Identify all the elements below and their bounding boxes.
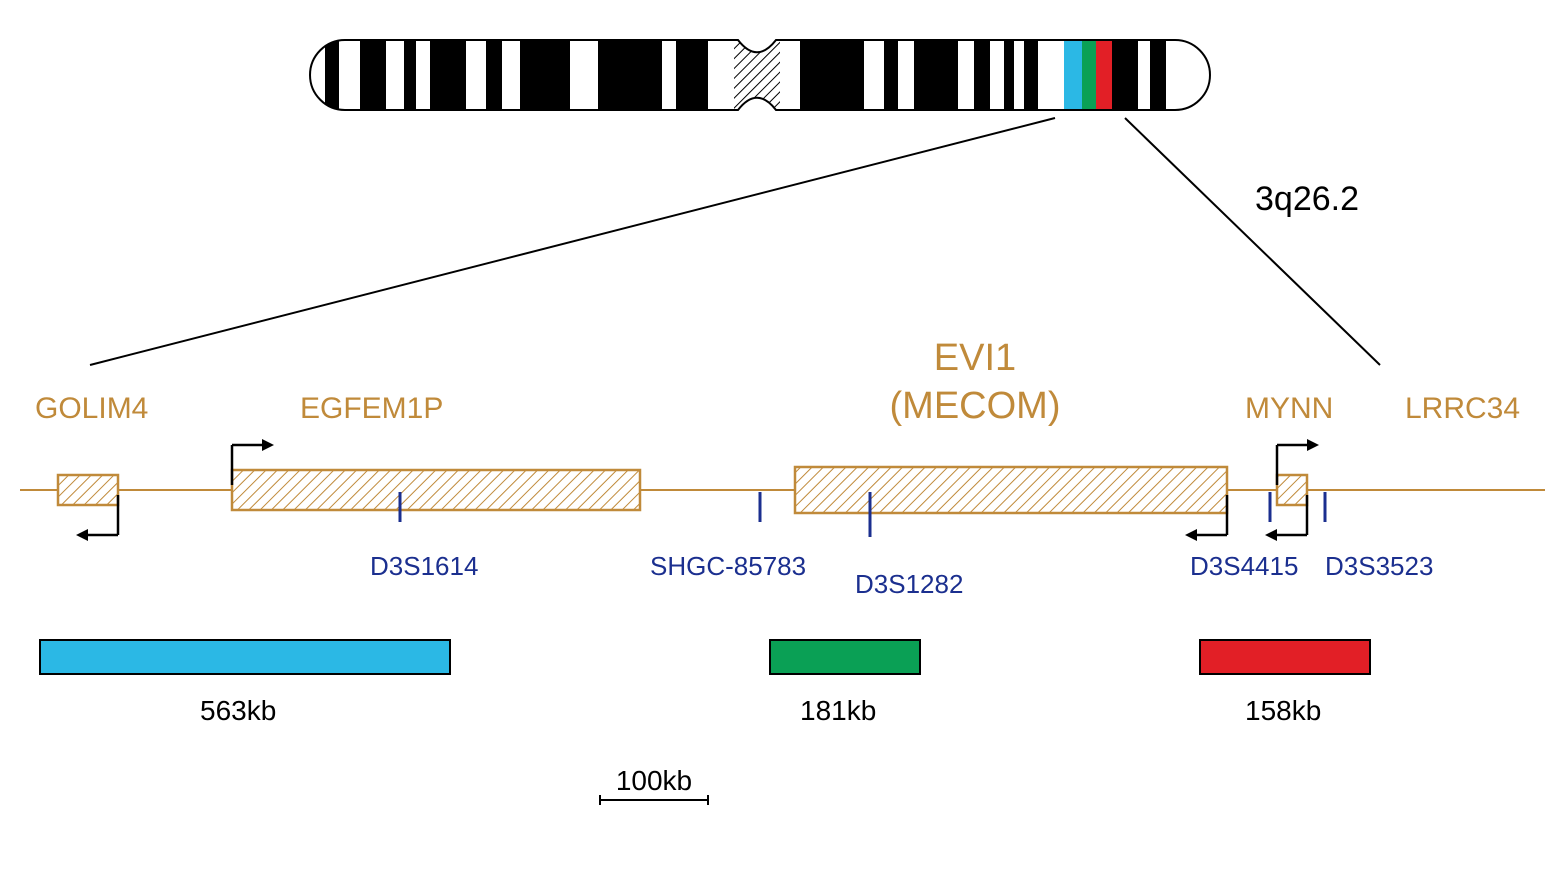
chromosome-band [1150, 40, 1166, 110]
chromosome-band [325, 40, 339, 110]
gene-label: LRRC34 [1405, 392, 1520, 425]
chromosome-band [884, 40, 898, 110]
probe-bar [1200, 640, 1370, 674]
chromosome-band [1048, 40, 1064, 110]
chromosome-band [360, 40, 386, 110]
probe-bar [770, 640, 920, 674]
chromosome-band [1004, 40, 1014, 110]
gene-label: EVI1 [934, 337, 1016, 379]
scale-bar: 100kb [600, 765, 708, 805]
gene-box [1277, 475, 1307, 505]
chromosome-band [1064, 40, 1082, 110]
locus-label: 3q26.2 [1255, 180, 1359, 218]
chromosome-band [520, 40, 570, 110]
zoom-line-right [1125, 118, 1380, 365]
chromosome-band [1082, 40, 1096, 110]
zoom-line-left [90, 118, 1055, 365]
chromosome-ideogram [310, 40, 1210, 110]
chromosome-band [1096, 40, 1112, 110]
chromosome-band [486, 40, 502, 110]
gene-label: (MECOM) [890, 385, 1061, 427]
chromosome-band [800, 40, 864, 110]
chromosome-band [1024, 40, 1038, 110]
gene-box [232, 470, 640, 510]
chromosome-band [914, 40, 958, 110]
chromosome-band [598, 40, 662, 110]
gene-label: MYNN [1245, 392, 1333, 425]
probe-size-label: 181kb [800, 695, 876, 726]
chromosome-band [404, 40, 416, 110]
probe-size-label: 563kb [200, 695, 276, 726]
probe-bar [40, 640, 450, 674]
gene-box [58, 475, 118, 505]
gene-box [795, 467, 1227, 513]
gene-label: GOLIM4 [35, 392, 148, 425]
marker-label: D3S3523 [1325, 551, 1433, 581]
marker-label: D3S1282 [855, 569, 963, 599]
chromosome-band [430, 40, 466, 110]
chromosome-band [1112, 40, 1138, 110]
gene-label: EGFEM1P [300, 392, 443, 425]
gene-track: GOLIM4 EGFEM1P EVI1 (MECOM) MYNN LRRC34 [20, 337, 1545, 541]
marker-label: SHGC-85783 [650, 551, 806, 581]
marker-label: D3S4415 [1190, 551, 1298, 581]
chromosome-band [676, 40, 708, 110]
marker-label: D3S1614 [370, 551, 478, 581]
chromosome-band [974, 40, 990, 110]
probe-track: 563kb 181kb 158kb [40, 640, 1370, 726]
probe-size-label: 158kb [1245, 695, 1321, 726]
scale-label: 100kb [616, 765, 692, 796]
